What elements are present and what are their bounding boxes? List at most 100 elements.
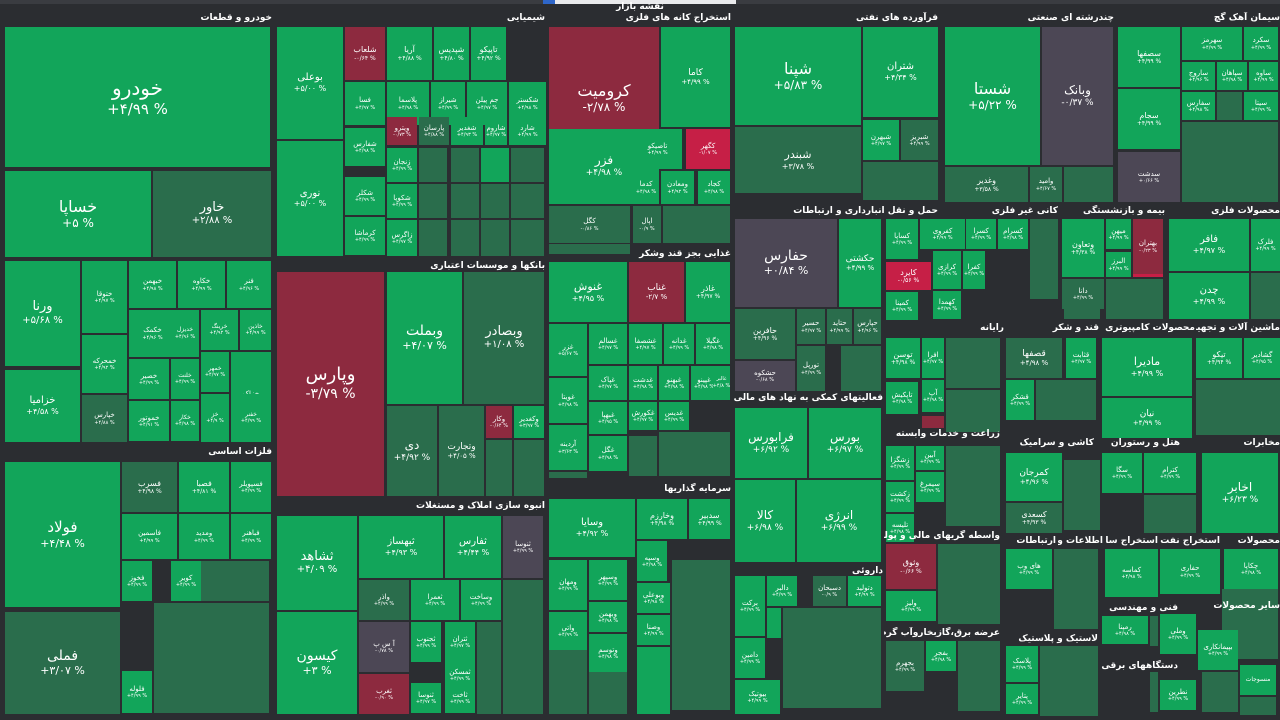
stock-tile[interactable]: خودرو +۴/۹۹ % <box>5 27 270 167</box>
stock-tile[interactable]: فلوله +۴/۹۹ % <box>122 671 152 713</box>
stock-tile[interactable]: وغدیر +۳/۵۸ % <box>945 167 1028 202</box>
stock-tile[interactable]: ثفارس +۴/۴۴ % <box>445 516 501 578</box>
stock-tile[interactable]: ثشاهد +۴/۰۹ % <box>277 516 357 610</box>
stock-tile[interactable]: کسرام +۴/۹۸ % <box>998 219 1028 249</box>
stock-tile[interactable]: آبین +۴/۹۹ % <box>916 446 944 470</box>
stock-tile[interactable]: غبهنو +۴/۹۸ % <box>659 366 689 400</box>
stock-tile[interactable]: وبانک -۰/۳۷ % <box>1042 27 1113 165</box>
stock-tile[interactable]: غبهپا +۴/۹۵ % <box>589 402 627 434</box>
stock-tile[interactable]: رمپنا +۴/۹۸ % <box>1102 616 1148 644</box>
stock-tile[interactable]: وسپهر +۴/۹۹ % <box>589 560 627 600</box>
stock-tile[interactable]: خزامیا +۴/۵۸ % <box>5 370 80 442</box>
stock-tile[interactable]: فولاد +۴/۴۸ % <box>5 462 120 607</box>
stock-tile[interactable]: ومدید +۴/۹۹ % <box>179 514 229 559</box>
stock-tile[interactable]: وصنا +۴/۹۹ % <box>637 615 670 645</box>
stock-tile[interactable]: وکار -۰/۶۴ % <box>486 406 512 438</box>
stock-tile[interactable]: ثجنوب +۴/۹۹ % <box>411 622 441 662</box>
stock-tile[interactable]: سدبیر +۴/۹۹ % <box>689 499 730 539</box>
stock-tile[interactable]: ثنوسا +۴/۹۹ % <box>503 516 543 578</box>
stock-tile[interactable]: کساپا +۴/۹۹ % <box>886 219 918 259</box>
stock-tile[interactable]: دتولید +۴/۹۹ % <box>848 576 881 606</box>
stock-tile[interactable]: دانا +۴/۹۹ % <box>1062 279 1104 309</box>
stock-tile[interactable]: کمرجان +۴/۹۶ % <box>1006 453 1062 501</box>
stock-tile[interactable]: غشصفا +۴/۹۷ % <box>629 324 662 364</box>
stock-tile[interactable]: سپاهان +۴/۹۸ % <box>1217 62 1247 90</box>
stock-tile[interactable]: پارسان +۴/۸۸ % <box>419 117 449 145</box>
stock-tile[interactable]: سجام +۴/۹۹ % <box>1118 89 1180 149</box>
stock-tile[interactable]: کمینا +۴/۹۹ % <box>886 292 918 320</box>
stock-tile[interactable]: واتی +۴/۹۹ % <box>549 612 587 650</box>
stock-tile[interactable]: حکشتی +۴/۹۹ % <box>839 219 881 307</box>
stock-tile[interactable]: تاپکیش +۴/۹۸ % <box>886 382 918 414</box>
stock-tile[interactable]: شاروم +۴/۹۷ % <box>485 117 507 145</box>
stock-tile[interactable]: فنر +۴/۹۶ % <box>227 261 271 308</box>
stock-tile[interactable]: فلرک +۴/۹۹ % <box>1251 219 1280 271</box>
stock-tile[interactable]: وکغدیر +۳/۹۷ % <box>514 406 544 438</box>
stock-tile[interactable]: ثغرب -۰/۹۰ % <box>359 674 409 714</box>
stock-tile[interactable]: سکرد +۴/۹۹ % <box>1244 27 1278 60</box>
stock-tile[interactable]: ورنا +۵/۶۸ % <box>5 261 80 366</box>
stock-tile[interactable]: آریا +۴/۸۸ % <box>387 27 432 80</box>
stock-tile[interactable]: ساروج +۴/۹۶ % <box>1182 62 1215 90</box>
stock-tile[interactable]: بهتران -۰/۲۳ % <box>1133 219 1163 274</box>
stock-tile[interactable]: وساخت +۴/۹۹ % <box>461 580 501 620</box>
stock-tile[interactable]: تلیسه +۴/۹۸ % <box>886 514 914 542</box>
stock-tile[interactable]: حسیر +۴/۹۷ % <box>797 309 825 344</box>
scroll-thumb[interactable] <box>543 0 736 4</box>
stock-tile[interactable]: منسوجات <box>1240 665 1276 695</box>
stock-tile[interactable]: غگیلا +۴/۹۸ % <box>696 324 730 364</box>
stock-tile[interactable]: غالبر +۴/۸ % <box>713 366 730 400</box>
stock-tile[interactable]: کترام +۴/۹۹ % <box>1144 453 1196 493</box>
stock-tile[interactable]: وثوق -۰/۶۶ % <box>886 544 936 589</box>
stock-tile[interactable]: ثبهساز +۴/۹۳ % <box>359 516 443 578</box>
stock-tile[interactable]: غدشت +۴/۹۸ % <box>629 366 657 400</box>
stock-tile[interactable]: شبهرن +۴/۹۷ % <box>863 120 899 160</box>
stock-tile[interactable]: شتران +۴/۳۴ % <box>863 27 938 117</box>
stock-tile[interactable]: حتاید +۴/۹۹ % <box>827 309 852 344</box>
stock-tile[interactable]: افرا +۴/۹۷ % <box>922 338 944 378</box>
stock-tile[interactable]: کفروی +۴/۹۹ % <box>920 219 965 249</box>
stock-tile[interactable]: خلنت +۴/۹۹ % <box>171 359 199 399</box>
stock-tile[interactable]: پلاسک +۴/۹۹ % <box>1006 646 1038 682</box>
stock-tile[interactable]: خصیر +۴/۹۹ % <box>129 359 169 399</box>
stock-tile[interactable]: خکار +۴/۹۸ % <box>171 401 199 441</box>
stock-tile[interactable]: چدن +۴/۹۹ % <box>1169 273 1249 319</box>
stock-tile[interactable]: دامین +۴/۹۹ % <box>735 638 765 678</box>
stock-tile[interactable]: کسرا +۴/۹۹ % <box>966 219 996 249</box>
stock-tile[interactable]: ساوه +۴/۹۹ % <box>1249 62 1278 90</box>
stock-tile[interactable]: وپارس -۳/۷۹ % <box>277 272 384 496</box>
stock-tile[interactable]: زکشت +۴/۹۹ % <box>886 482 914 512</box>
stock-tile[interactable]: غناب -۲/۷ % <box>629 262 684 322</box>
stock-tile[interactable]: دی +۴/۹۲ % <box>387 406 437 496</box>
stock-tile[interactable]: خمحرکه +۴/۹۲ % <box>82 335 127 393</box>
stock-tile[interactable]: آردینه +۳/۶۳ % <box>549 425 587 470</box>
stock-tile[interactable]: وسپه +۴/۹۸ % <box>637 541 667 581</box>
stock-tile[interactable]: شغدیر +۴/۹۳ % <box>451 117 483 145</box>
stock-tile[interactable]: غپاک +۴/۹۷ % <box>589 366 627 400</box>
stock-tile[interactable]: کهمدا +۴/۹۹ % <box>933 291 961 319</box>
stock-tile[interactable]: غدیس +۴/۹۹ % <box>659 402 689 430</box>
stock-tile[interactable]: غویتا +۴/۹۸ % <box>549 378 587 423</box>
stock-tile[interactable]: مادیرا +۴/۹۹ % <box>1102 338 1192 396</box>
stock-tile[interactable]: کماسه +۴/۹۸ % <box>1105 549 1158 597</box>
stock-tile[interactable]: خفنر +۴/۹۹ % <box>231 394 271 442</box>
stock-tile[interactable]: برکت +۴/۹۹ % <box>735 576 765 636</box>
stock-tile[interactable]: وخارزم +۴/۹۸ % <box>637 499 687 539</box>
stock-tile[interactable]: خاذین +۴/۹۹ % <box>240 310 271 350</box>
stock-tile[interactable]: میهن +۴/۹۹ % <box>1106 219 1131 249</box>
stock-tile[interactable]: سفارس +۴/۹۸ % <box>1182 92 1215 120</box>
stock-tile[interactable]: فسرب +۴/۹۸ % <box>122 462 177 512</box>
stock-tile[interactable]: بپیمانکاری +۴/۹۹ % <box>1198 630 1238 670</box>
stock-tile[interactable]: شپنا +۵/۸۳ % <box>735 27 861 125</box>
stock-tile[interactable]: نیان +۴/۹۹ % <box>1102 398 1192 438</box>
stock-tile[interactable]: ختوقا +۴/۹۷ % <box>82 261 127 333</box>
stock-tile[interactable]: فسا +۴/۹۷ % <box>345 82 385 125</box>
stock-tile[interactable]: سگا +۴/۹۹ % <box>1102 453 1142 493</box>
stock-tile[interactable]: غنوش +۴/۹۵ % <box>549 262 627 322</box>
stock-tile[interactable]: اپال -۰/۹ % <box>633 206 661 243</box>
stock-tile[interactable]: کایرد -۰/۵۶ % <box>886 262 931 290</box>
stock-tile[interactable]: حشکوه -۰/۶۸ % <box>735 361 795 391</box>
stock-tile[interactable]: سهرمز +۴/۹۹ % <box>1182 27 1242 60</box>
stock-tile[interactable]: ثنوسا +۴/۹۷ % <box>411 683 441 713</box>
stock-tile[interactable]: نطرین +۴/۹۹ % <box>1160 680 1196 710</box>
